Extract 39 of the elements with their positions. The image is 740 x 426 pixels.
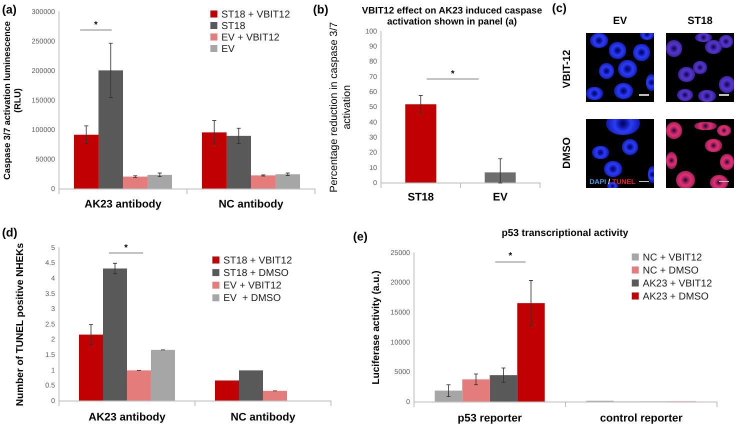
annotation: * bbox=[450, 68, 455, 78]
text: (c) bbox=[552, 1, 567, 15]
text: (a) bbox=[2, 2, 17, 16]
legend-label: NC + DMSO bbox=[642, 265, 699, 276]
x-tick-label: ST18 bbox=[408, 192, 434, 204]
legend-label: NC + VBIT12 bbox=[642, 252, 702, 264]
category-label: DMSO bbox=[560, 136, 573, 168]
x-tick-label: AK23 antibody bbox=[88, 412, 166, 424]
y-axis-title: Caspase 3/7 activation luminescence (RLU) bbox=[2, 21, 23, 180]
y-axis-title: Luciferase activity (a.u.) bbox=[370, 270, 382, 384]
legend-label: ST18 bbox=[221, 20, 246, 32]
x-tick-label: control reporter bbox=[600, 412, 684, 425]
x-tick-label: NC antibody bbox=[230, 412, 296, 424]
x-tick-label: EV bbox=[492, 192, 508, 204]
legend-label: ST18 + VBIT12 bbox=[223, 255, 292, 266]
x-tick-label: AK23 antibody bbox=[84, 198, 162, 211]
legend-label: EV bbox=[221, 44, 236, 55]
text: (d) bbox=[2, 225, 18, 240]
chart-title: VBIT12 effect on AK23 induced caspase activation shown in panel (a) bbox=[362, 6, 542, 28]
category-label: EV bbox=[612, 15, 628, 27]
annotation: (b) bbox=[313, 2, 328, 16]
text: (e) bbox=[353, 229, 368, 244]
y-axis-title: Percentage reduction in caspase 3/7 activation bbox=[328, 22, 353, 192]
legend-label: AK23 + VBIT12 bbox=[642, 278, 712, 290]
legend-label: ST18 + DMSO bbox=[223, 268, 289, 279]
annotation: * bbox=[94, 19, 98, 30]
x-tick-label: NC antibody bbox=[218, 198, 284, 211]
legend-label: EV + DMSO bbox=[223, 293, 282, 304]
category-label: ST18 bbox=[687, 15, 713, 27]
annotation: * bbox=[124, 242, 128, 252]
legend-label: ST18 + VBIT12 bbox=[221, 9, 290, 20]
category-label: VBIT-12 bbox=[560, 50, 573, 88]
legend-label: EV + VBIT12 bbox=[221, 32, 280, 44]
legend-label: AK23 + DMSO bbox=[642, 291, 709, 302]
y-axis-title: Number of TUNEL positive NHEKs bbox=[14, 242, 26, 406]
annotation: * bbox=[508, 250, 513, 260]
x-tick-label: p53 reporter bbox=[458, 412, 523, 425]
legend-label: EV + VBIT12 bbox=[223, 280, 282, 292]
chart-title: p53 transcriptional activity bbox=[502, 228, 629, 239]
